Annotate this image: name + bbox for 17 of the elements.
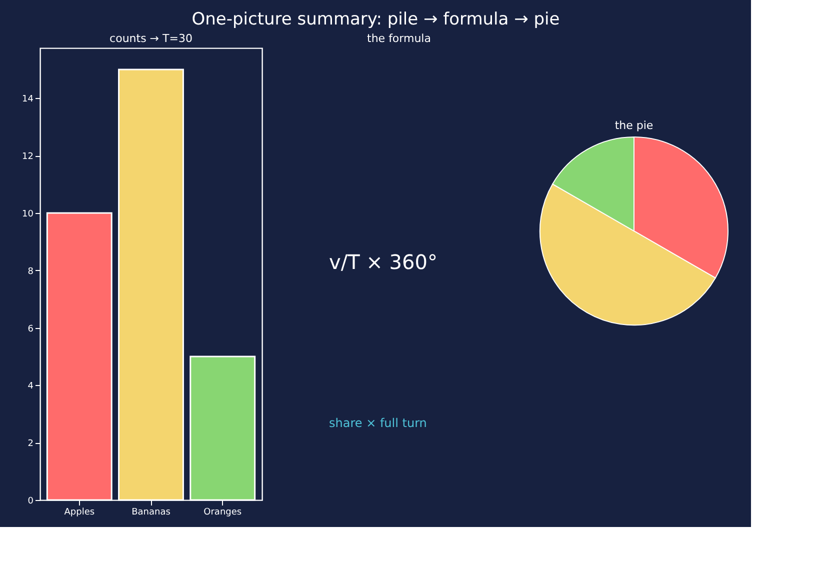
- y-tick-label: 4: [28, 382, 34, 392]
- x-tick-label: Oranges: [204, 508, 242, 518]
- x-tick-label: Apples: [64, 508, 95, 518]
- y-tick-label: 2: [28, 439, 34, 450]
- text: One-picture summary: pile → formula → pie: [192, 9, 560, 30]
- y-tick-label: 12: [22, 152, 34, 162]
- text: the formula: [367, 32, 431, 45]
- chart-title: the pie: [614, 119, 654, 132]
- y-tick-label: 0: [28, 496, 34, 506]
- y-tick-label: 8: [28, 266, 34, 277]
- text: share × full turn: [329, 416, 427, 430]
- text: v/T × 360°: [329, 250, 438, 274]
- y-tick-label: 10: [22, 210, 34, 220]
- chart-title: counts → T=30: [110, 32, 192, 45]
- y-tick-label: 6: [28, 324, 34, 334]
- y-tick-label: 14: [22, 94, 34, 105]
- x-tick-label: Bananas: [132, 508, 171, 518]
